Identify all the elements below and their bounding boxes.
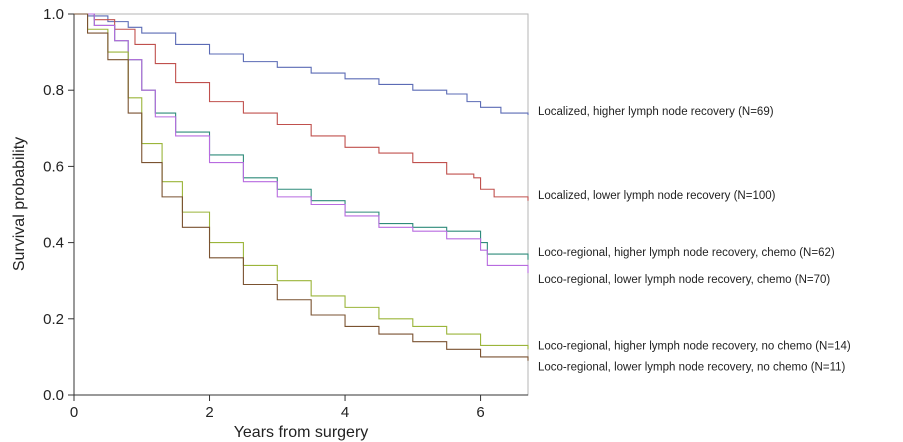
series-label-5: Loco-regional, higher lymph node recover… [538, 340, 851, 352]
y-tick-label: 0.0 [43, 387, 64, 404]
series-labels: Localized, higher lymph node recovery (N… [538, 106, 851, 373]
x-tick-label: 0 [70, 404, 78, 421]
series-label-6: Loco-regional, lower lymph node recovery… [538, 361, 846, 373]
series-label-1: Localized, higher lymph node recovery (N… [538, 106, 774, 118]
x-axis-ticks: 0 2 4 6 [70, 395, 485, 421]
y-axis-title: Survival probability [11, 137, 28, 271]
series-lines [74, 13, 529, 361]
survival-curve-2 [74, 13, 529, 201]
x-tick-label: 6 [476, 404, 484, 421]
series-label-2: Localized, lower lymph node recovery (N=… [538, 190, 776, 202]
y-tick-label: 0.6 [43, 158, 64, 175]
y-axis-ticks: 0.0 0.2 0.4 0.6 0.8 1.0 [43, 6, 74, 404]
survival-curve-1 [74, 13, 529, 115]
survival-curve-6 [74, 13, 529, 361]
series-label-4: Loco-regional, lower lymph node recovery… [538, 274, 830, 286]
series-label-3: Loco-regional, higher lymph node recover… [538, 247, 835, 259]
x-axis-title: Years from surgery [234, 424, 369, 441]
x-tick-label: 2 [205, 404, 213, 421]
y-tick-label: 0.4 [43, 235, 64, 252]
x-tick-label: 4 [341, 404, 349, 421]
y-tick-label: 0.8 [43, 82, 64, 99]
y-tick-label: 1.0 [43, 6, 64, 23]
y-tick-label: 0.2 [43, 311, 64, 328]
